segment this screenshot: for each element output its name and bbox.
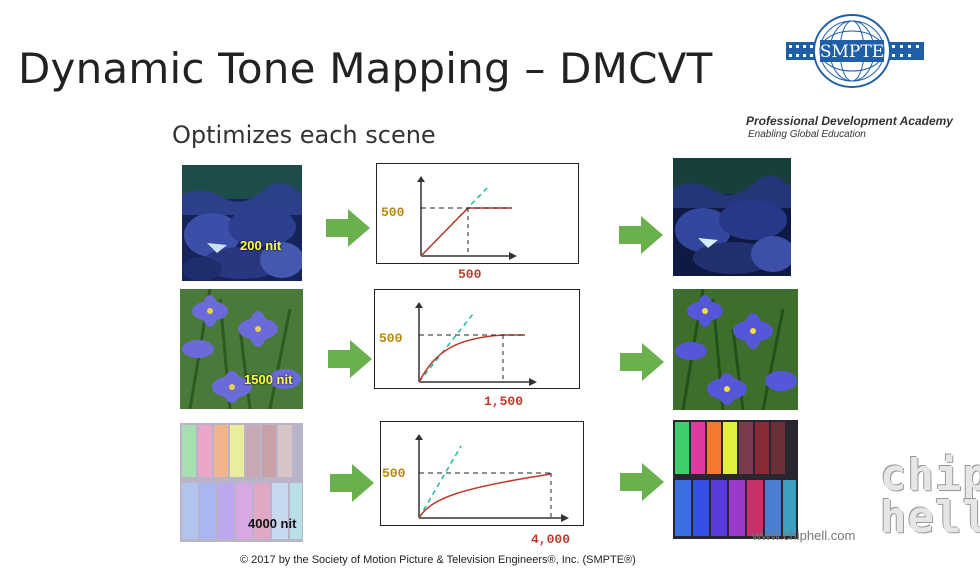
output-image-pastels [673,420,798,539]
x-axis-value: 500 [458,267,482,282]
x-axis-value: 4,000 [531,532,571,547]
arrow-icon [620,463,664,506]
y-axis-value: 500 [382,466,406,481]
output-image-rocks [673,158,791,276]
academy-name: Professional Development Academy [746,114,953,128]
tone-curve-graph [374,289,580,389]
slide-subtitle: Optimizes each scene [172,121,436,149]
copyright-notice: © 2017 by the Society of Motion Picture … [240,554,636,566]
input-luminance-label: 1500 nit [244,372,293,387]
output-image-flowers [673,289,798,410]
input-image-rocks [182,165,302,281]
arrow-icon [330,464,374,507]
watermark-url: www.chiphell.com [752,528,856,543]
watermark-brand-top: chip [880,450,980,501]
smpte-logo-text: SMPTE [820,42,884,62]
input-luminance-label: 4000 nit [248,516,297,531]
input-image-flowers [180,289,303,409]
arrow-icon [619,216,663,259]
tone-curve-graph [376,163,579,264]
arrow-icon [620,343,664,386]
arrow-icon [326,209,370,252]
input-image-pastels [180,423,303,542]
academy-tagline: Enabling Global Education [748,129,866,140]
y-axis-value: 500 [379,331,403,346]
chiphell-watermark-logo: chip hell [880,450,980,543]
watermark-brand-bottom: hell [880,492,980,543]
smpte-logo: SMPTE [784,10,934,90]
slide-title: Dynamic Tone Mapping – DMCVT [18,44,713,93]
x-axis-value: 1,500 [484,394,524,409]
arrow-icon [328,340,372,383]
input-luminance-label: 200 nit [240,238,282,253]
y-axis-value: 500 [381,205,405,220]
tone-curve-graph [380,421,584,526]
